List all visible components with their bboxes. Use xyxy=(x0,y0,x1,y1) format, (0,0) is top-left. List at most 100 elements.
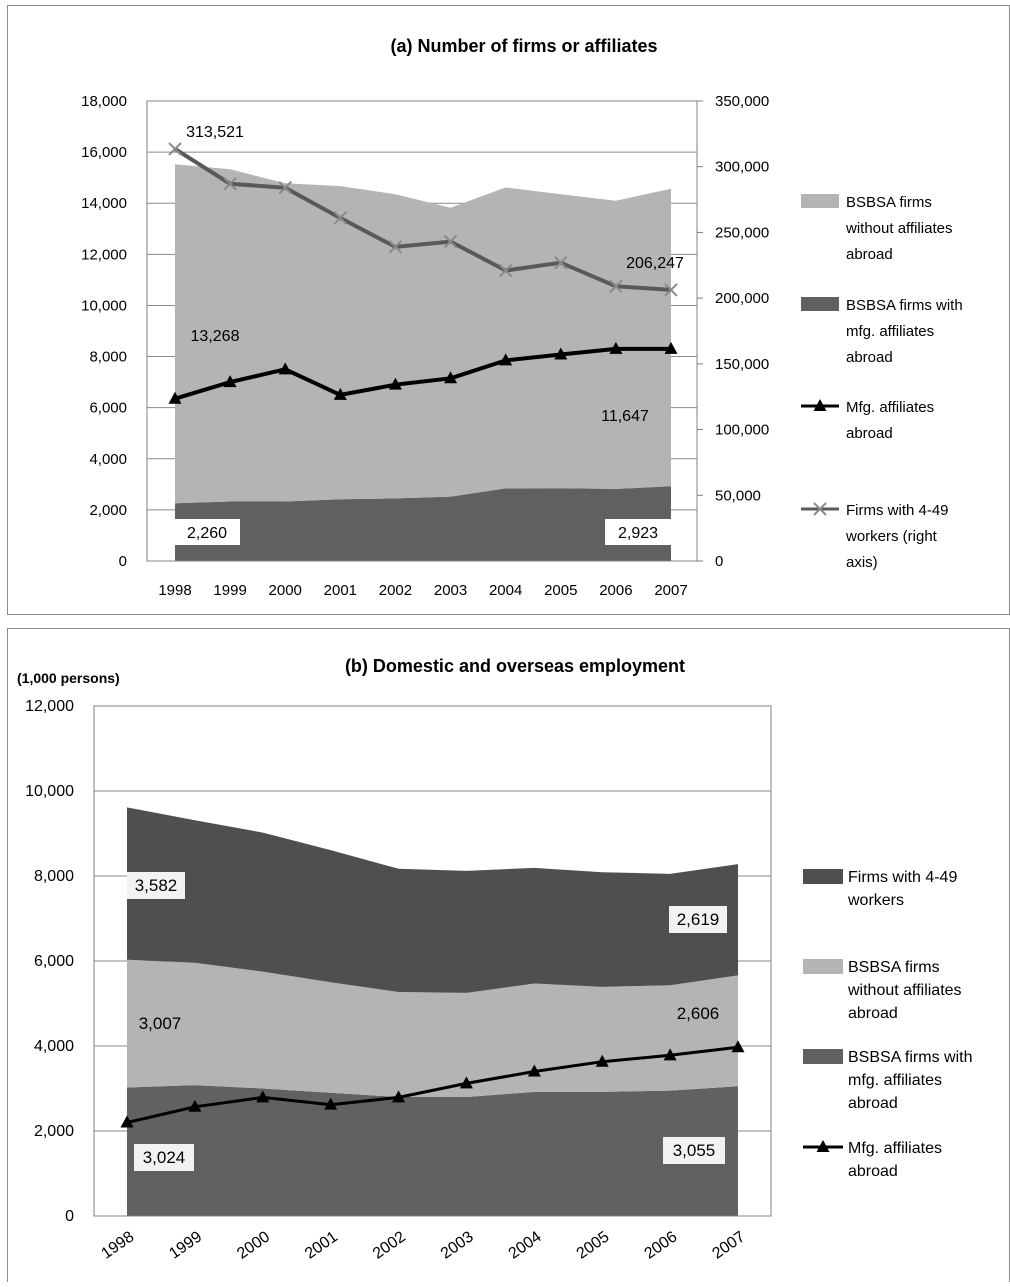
legend-label: Firms with 4-49 workers (right axis) xyxy=(845,502,949,571)
chart-b-x-tick: 2004 xyxy=(506,1228,545,1262)
chart-a-annotation: 313,521 xyxy=(186,124,244,141)
chart-a-title: (a) Number of firms or affiliates xyxy=(390,36,657,56)
chart-b-y-tick: 4,000 xyxy=(34,1038,74,1055)
chart-a-legend-item-firms-with-4-49-workers-right-axis: Firms with 4-49 workers (right axis) xyxy=(801,502,949,571)
chart-b-areas xyxy=(127,807,738,1216)
chart-b-x-axis: 1998 1999 2000 2001 2002 2003 2004 2005 2006 2007 xyxy=(98,1228,748,1262)
chart-b-legend-item-bsbsa-firms-with-mfg-affiliates-abroad: BSBSA firms with mfg. affiliates abroad xyxy=(803,1049,972,1112)
chart-b-area-firms-with-4-49-workers xyxy=(127,807,738,993)
chart-a-marker-x xyxy=(169,143,181,155)
chart-b-title: (b) Domestic and overseas employment xyxy=(345,656,685,676)
chart-a-x-tick: 1998 xyxy=(158,582,191,599)
legend-label-line: abroad xyxy=(846,425,893,442)
chart-b-x-tick: 1999 xyxy=(166,1228,205,1262)
legend-label-line: abroad xyxy=(846,349,893,366)
chart-b-unit-label: (1,000 persons) xyxy=(17,670,120,686)
legend-label: Firms with 4-49 workers xyxy=(847,869,957,909)
legend-label-line: BSBSA firms with xyxy=(848,1049,972,1066)
legend-label-line: Mfg. affiliates xyxy=(848,1140,942,1157)
chart-a-x-tick: 2003 xyxy=(434,582,467,599)
chart-b-legend-item-bsbsa-firms-without-affiliates-abroad: BSBSA firms without affiliates abroad xyxy=(803,959,962,1022)
chart-a-right-tick: 100,000 xyxy=(715,422,769,439)
legend-label: BSBSA firms with mfg. affiliates abroad xyxy=(848,1049,972,1112)
chart-b-legend: Firms with 4-49 workers BSBSA firms without… xyxy=(803,869,972,1180)
chart-a-left-tick: 2,000 xyxy=(89,502,127,519)
chart-b-annotation: 3,582 xyxy=(135,876,178,895)
legend-label-line: mfg. affiliates xyxy=(846,323,934,340)
chart-a-annotation: 206,247 xyxy=(626,255,684,272)
chart-a-right-tick: 350,000 xyxy=(715,93,769,110)
legend-label-line: axis) xyxy=(846,554,878,571)
chart-a-right-tick: 300,000 xyxy=(715,159,769,176)
legend-label-line: without affiliates xyxy=(847,982,962,999)
legend-label: BSBSA firms with mfg. affiliates abroad xyxy=(846,297,963,366)
chart-a-annotation: 13,268 xyxy=(191,328,240,345)
chart-a-right-tick: 200,000 xyxy=(715,290,769,307)
chart-b-annotation: 2,619 xyxy=(677,910,720,929)
chart-a-left-tick: 12,000 xyxy=(81,246,127,263)
legend-label-line: abroad xyxy=(848,1163,898,1180)
chart-b-x-tick: 2003 xyxy=(438,1228,477,1262)
chart-a-x-tick: 2000 xyxy=(269,582,302,599)
chart-a-left-tick: 18,000 xyxy=(81,93,127,110)
legend-label-line: workers xyxy=(847,892,904,909)
chart-a-x-tick: 2001 xyxy=(324,582,357,599)
legend-label-line: workers (right xyxy=(845,528,938,545)
chart-a-x-tick: 2007 xyxy=(654,582,687,599)
legend-swatch xyxy=(803,1049,843,1064)
legend-label-line: without affiliates xyxy=(845,220,952,237)
chart-a-panel: (a) Number of firms or affiliates 0 2,000… xyxy=(7,5,1010,615)
chart-a-left-tick: 4,000 xyxy=(89,451,127,468)
chart-a-right-tick: 250,000 xyxy=(715,224,769,241)
chart-a-x-tick: 2005 xyxy=(544,582,577,599)
chart-b-x-tick: 2002 xyxy=(370,1228,409,1262)
chart-a-left-tick: 10,000 xyxy=(81,297,127,314)
chart-b-y-tick: 8,000 xyxy=(34,868,74,885)
chart-a-left-tick: 14,000 xyxy=(81,195,127,212)
chart-a-right-tick: 150,000 xyxy=(715,356,769,373)
legend-label-line: Firms with 4-49 xyxy=(846,502,949,519)
legend-label-line: BSBSA firms xyxy=(848,959,940,976)
legend-label-line: abroad xyxy=(848,1005,898,1022)
chart-b-x-tick: 2006 xyxy=(641,1228,680,1262)
legend-label-line: abroad xyxy=(848,1095,898,1112)
chart-a-left-tick: 8,000 xyxy=(89,349,127,366)
chart-b-x-tick: 2007 xyxy=(709,1228,748,1262)
chart-b-annotation: 2,606 xyxy=(677,1004,720,1023)
chart-b-annotation: 3,024 xyxy=(143,1148,186,1167)
chart-a-left-tick: 6,000 xyxy=(89,400,127,417)
legend-swatch xyxy=(801,194,839,208)
chart-a-legend: BSBSA firms without affiliates abroadBSBSA… xyxy=(801,194,963,571)
legend-label: BSBSA firms without affiliates abroad xyxy=(845,194,952,263)
chart-b-x-tick: 1998 xyxy=(98,1228,137,1262)
chart-b-y-tick: 0 xyxy=(65,1208,74,1225)
legend-swatch xyxy=(803,959,843,974)
chart-a-x-tick: 2002 xyxy=(379,582,412,599)
chart-a-x-tick: 1999 xyxy=(213,582,246,599)
chart-a-legend-item-bsbsa-firms-without-affiliates-abroad: BSBSA firms without affiliates abroad xyxy=(801,194,952,263)
legend-label: Mfg. affiliates abroad xyxy=(846,399,934,442)
chart-b-x-tick: 2000 xyxy=(234,1228,273,1262)
legend-label-line: Firms with 4-49 xyxy=(848,869,957,886)
legend-label-line: abroad xyxy=(846,246,893,263)
chart-b-panel: (b) Domestic and overseas employment (1,… xyxy=(7,628,1010,1282)
chart-a-legend-item-bsbsa-firms-with-mfg-affiliates-abroad: BSBSA firms with mfg. affiliates abroad xyxy=(801,297,963,366)
chart-b-annotation: 3,055 xyxy=(673,1141,716,1160)
chart-a-right-tick: 0 xyxy=(715,553,723,570)
chart-a-right-tick: 50,000 xyxy=(715,487,761,504)
legend-swatch xyxy=(801,297,839,311)
chart-a-area-bsbsa-firms-without-affiliates-abroad xyxy=(175,164,671,503)
chart-a-right-axis: 0 50,000 100,000 150,000 200,000 250,000 300,0… xyxy=(697,93,769,570)
chart-a-x-tick: 2006 xyxy=(599,582,632,599)
legend-label-line: BSBSA firms with xyxy=(846,297,963,314)
chart-b-x-tick: 2001 xyxy=(302,1228,341,1262)
chart-b-y-axis: 0 2,000 4,000 6,000 8,000 10,000 12,000 xyxy=(25,698,74,1225)
chart-b-y-tick: 10,000 xyxy=(25,783,74,800)
chart-b-x-tick: 2005 xyxy=(574,1228,613,1262)
legend-label-line: Mfg. affiliates xyxy=(846,399,934,416)
legend-label-line: mfg. affiliates xyxy=(848,1072,942,1089)
chart-a-svg: (a) Number of firms or affiliates 0 2,000… xyxy=(8,6,1009,614)
chart-a-legend-item-mfg-affiliates-abroad: Mfg. affiliates abroad xyxy=(801,399,934,442)
chart-a-left-axis: 0 2,000 4,000 6,000 8,000 10,000 12,000 14,000 1… xyxy=(81,93,127,570)
chart-b-y-tick: 6,000 xyxy=(34,953,74,970)
